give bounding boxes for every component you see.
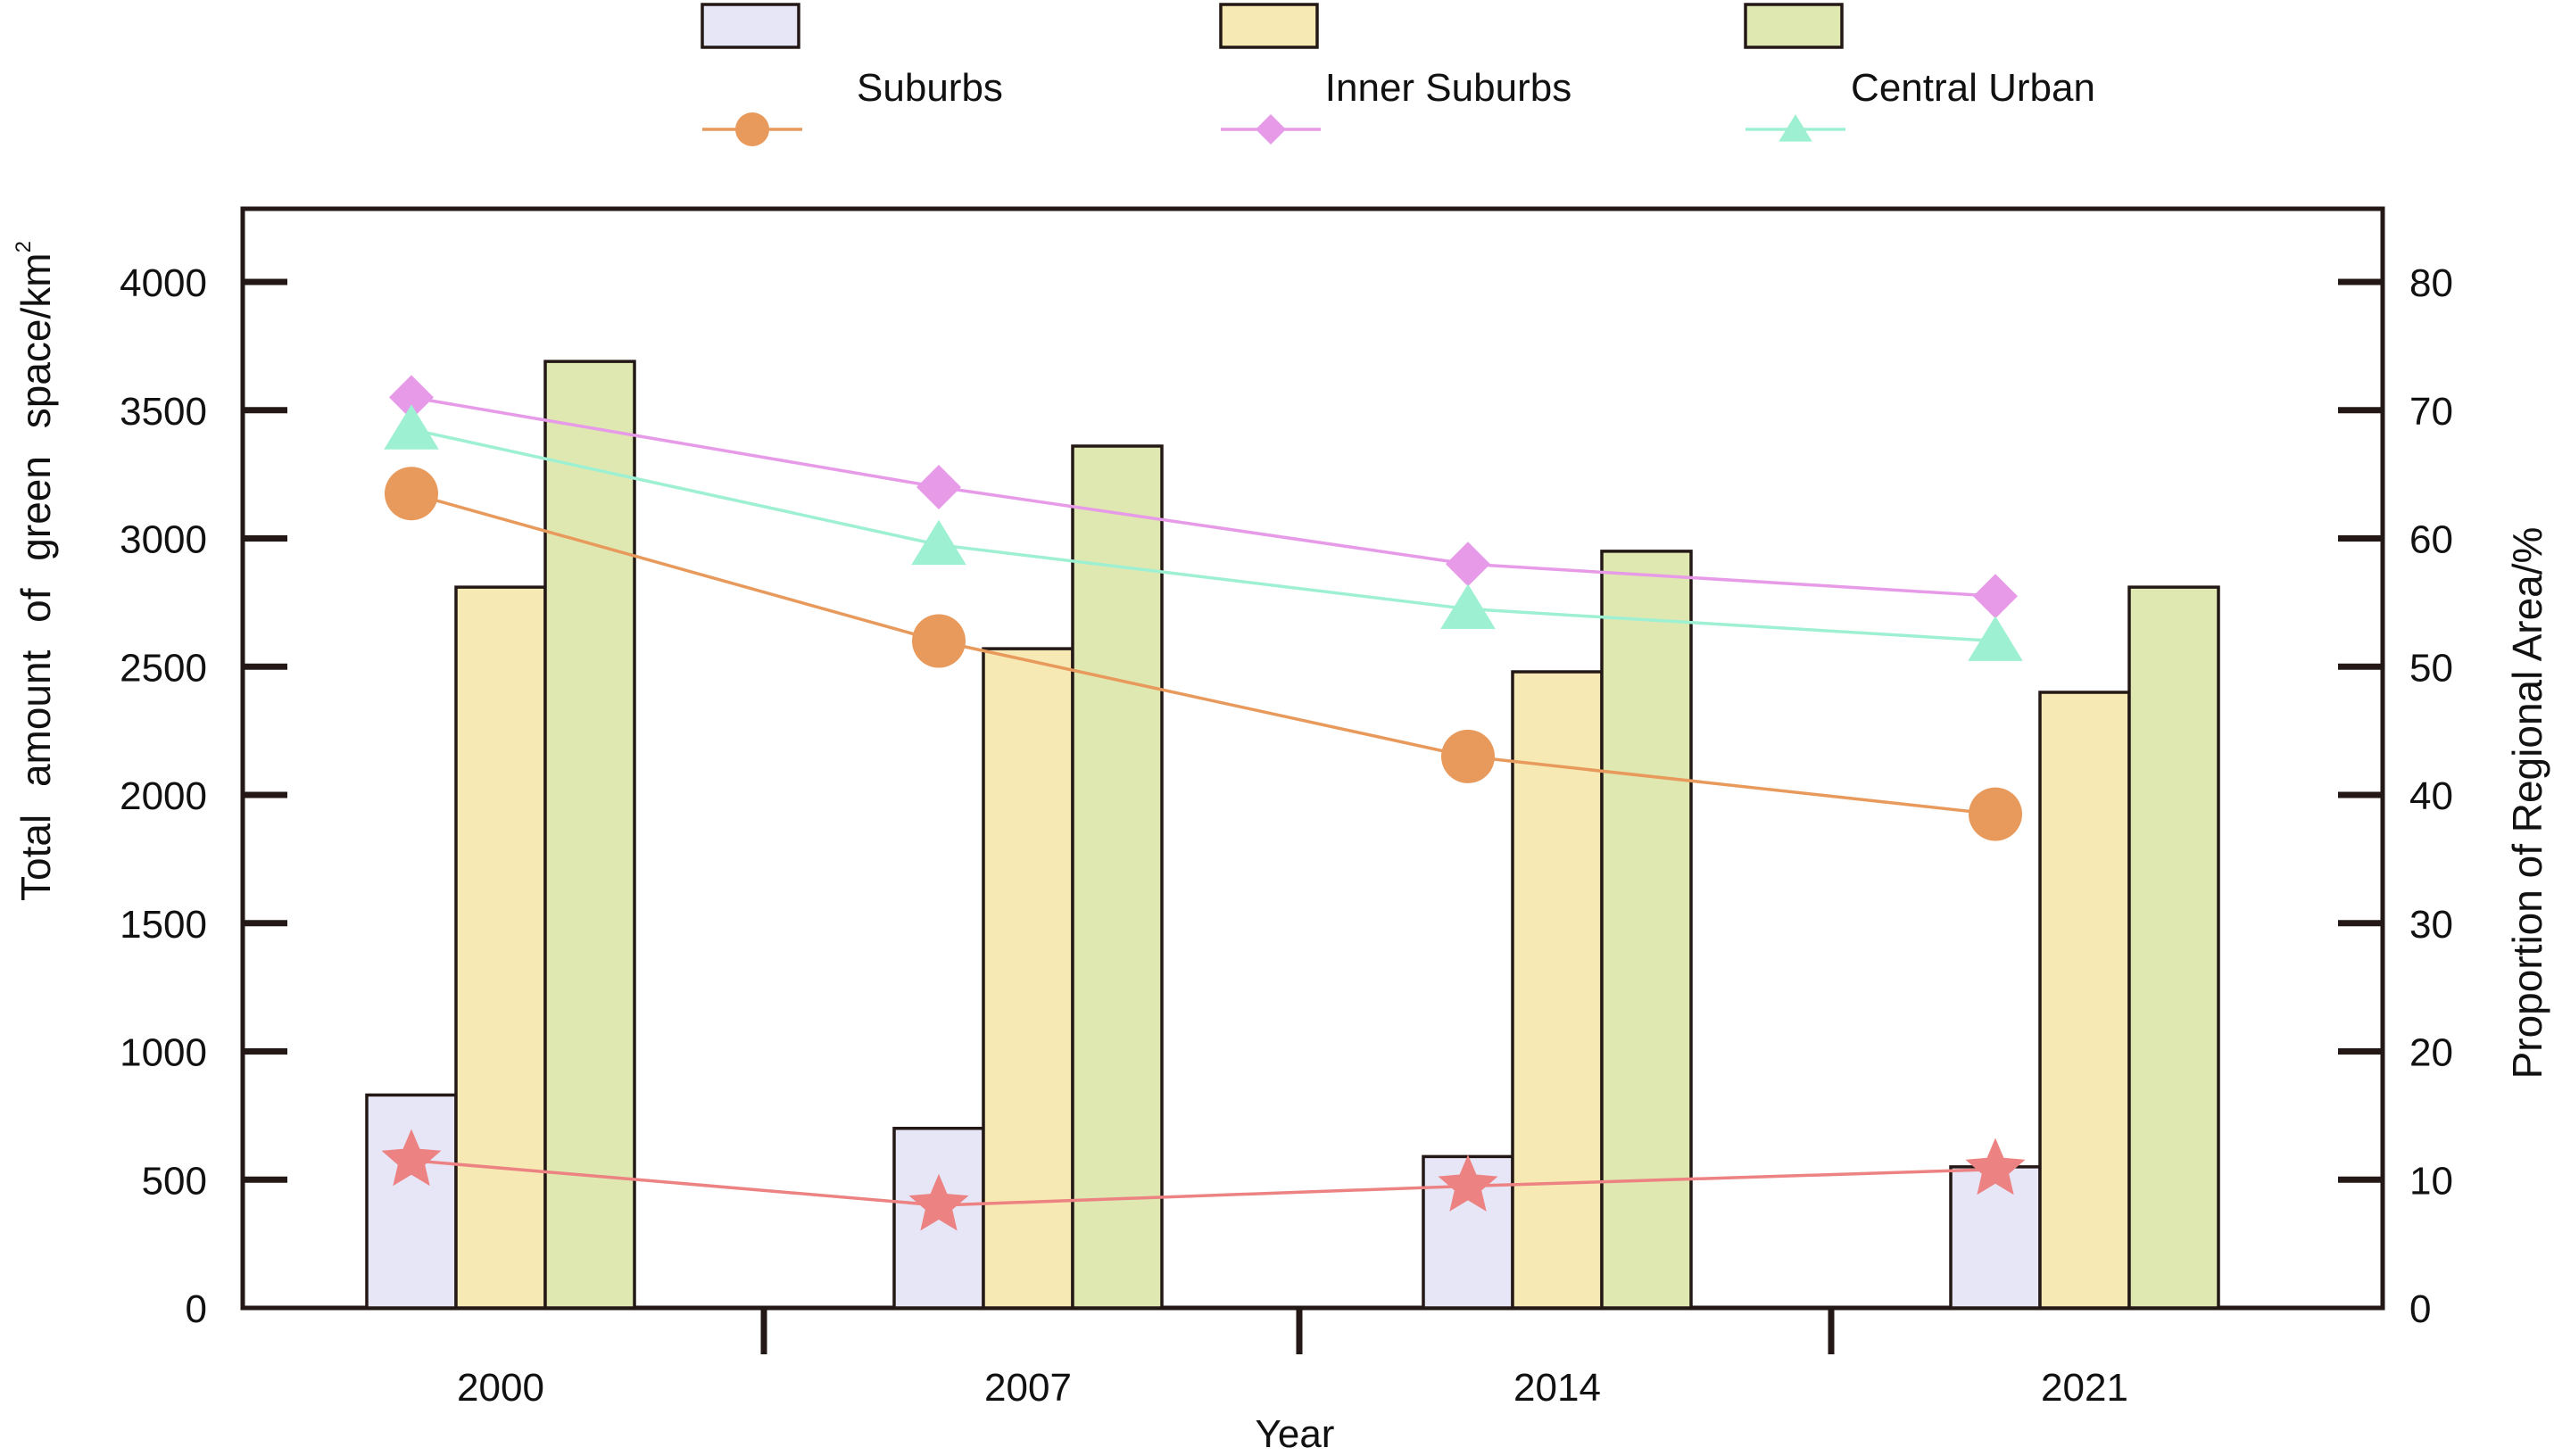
y2-tick-label: 60 <box>2409 518 2453 562</box>
line-marker <box>1441 729 1495 783</box>
series-line <box>410 427 1996 643</box>
line-marker <box>912 614 966 668</box>
bar <box>2127 585 2220 1310</box>
y2-tick-label: 70 <box>2409 390 2453 434</box>
bar <box>2038 691 2131 1310</box>
plot-frame <box>240 206 2385 1311</box>
series-line <box>410 492 1996 816</box>
axes-layer: 0 500 1000 1500 2000 2500 3000 3500 4000 0 10 20 30 4… <box>120 206 2453 1410</box>
y-tick-label: 2000 <box>120 774 207 818</box>
line-marker <box>735 112 769 146</box>
series-line <box>410 395 1996 598</box>
series-line <box>410 1158 1996 1207</box>
y-tick-label: 3000 <box>120 518 207 562</box>
line-marker <box>1973 574 2018 619</box>
legend-label: Inner Suburbs <box>1325 66 1571 110</box>
x-axis-title: Year <box>1256 1412 1335 1452</box>
y2-tick-label: 30 <box>2409 903 2453 947</box>
y-axis-title-text: Total amount of green space/km <box>12 252 59 901</box>
bar <box>454 585 547 1310</box>
line-marker <box>1968 616 2023 661</box>
bar <box>1949 1165 2042 1310</box>
y2-tick-label: 50 <box>2409 646 2453 690</box>
legend-swatch <box>701 3 800 49</box>
y2-tick-label: 20 <box>2409 1031 2453 1075</box>
bar <box>982 647 1074 1310</box>
y-tick-label: 1500 <box>120 903 207 947</box>
bar <box>543 360 636 1310</box>
y-axis-title-superscript: 2 <box>12 241 36 252</box>
legend: Suburbs Inner Suburbs Central Urban <box>701 3 2095 146</box>
line-marker <box>1779 114 1812 142</box>
line-marker <box>1969 787 2022 841</box>
line-marker <box>1440 583 1496 629</box>
legend-swatch <box>1744 3 1844 49</box>
y2-tick-label: 80 <box>2409 261 2453 305</box>
y2-axis-title: Proportion of Regional Area/% <box>2504 527 2550 1080</box>
y-tick-label: 500 <box>142 1159 207 1203</box>
legend-swatch <box>1219 3 1319 49</box>
y-tick-label: 3500 <box>120 390 207 434</box>
x-tick-label: 2000 <box>457 1366 544 1410</box>
line-marker <box>381 1129 442 1187</box>
y-axis-title: Total amount of green space/km2 <box>12 241 59 901</box>
line-marker <box>1446 542 1490 587</box>
line-marker <box>908 1173 969 1231</box>
x-tick-label: 2007 <box>984 1366 1072 1410</box>
line-marker <box>385 467 438 521</box>
legend-label: Suburbs <box>857 66 1003 110</box>
line-marker <box>384 404 439 450</box>
y-tick-label: 2500 <box>120 646 207 690</box>
line-marker <box>389 375 434 420</box>
line-marker <box>911 519 966 566</box>
y-tick-label: 4000 <box>120 261 207 305</box>
line-marker <box>916 465 961 509</box>
legend-label: Central Urban <box>1851 66 2095 110</box>
x-tick-label: 2021 <box>2041 1366 2128 1410</box>
bars-layer <box>365 360 2220 1310</box>
bar <box>365 1093 458 1310</box>
bar <box>1071 444 1164 1310</box>
y-tick-label: 0 <box>186 1287 207 1331</box>
line-marker <box>1256 114 1286 145</box>
y2-tick-label: 40 <box>2409 774 2453 818</box>
bar <box>1511 670 1604 1310</box>
y2-tick-label: 0 <box>2409 1287 2431 1331</box>
line-marker <box>1438 1154 1498 1212</box>
line-marker <box>1965 1138 2026 1195</box>
bar <box>1600 550 1693 1310</box>
y2-tick-label: 10 <box>2409 1159 2453 1203</box>
y-tick-label: 1000 <box>120 1031 207 1075</box>
lines-layer <box>381 375 2026 1231</box>
x-tick-label: 2014 <box>1513 1366 1601 1410</box>
